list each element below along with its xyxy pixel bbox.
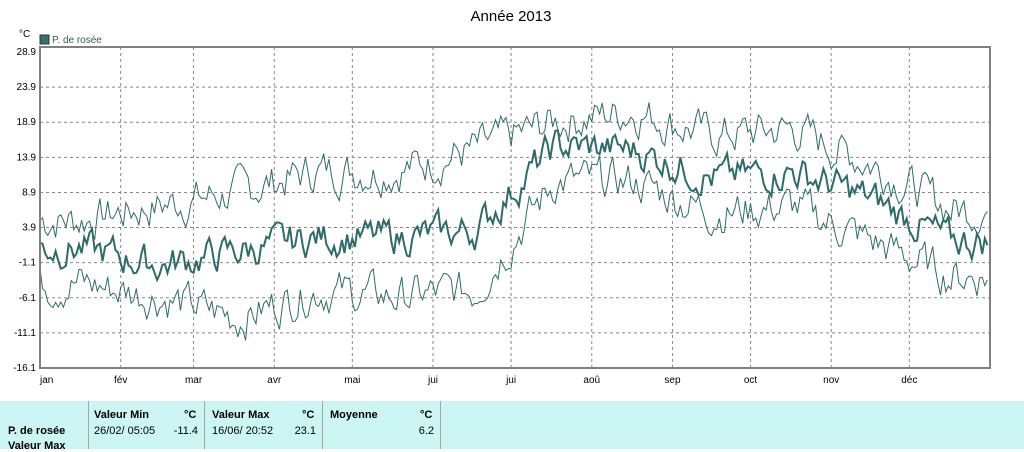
- y-tick-label: 8.9: [22, 187, 36, 198]
- y-tick-label: -11.1: [14, 328, 36, 339]
- x-tick-label: déc: [901, 375, 917, 386]
- max-header: Valeur Max: [212, 409, 270, 421]
- avg-unit: °C: [420, 409, 433, 421]
- x-tick-label: oct: [744, 375, 758, 386]
- x-tick-label: avr: [267, 375, 282, 386]
- mean-line: [39, 129, 989, 283]
- y-tick-label: 18.9: [17, 117, 37, 128]
- max-value: 23.1: [294, 425, 316, 437]
- x-tick-label: nov: [823, 375, 839, 386]
- x-tick-label: fév: [114, 375, 127, 386]
- y-tick-label: 3.9: [22, 223, 36, 234]
- stats-divider: [322, 401, 323, 449]
- series-lines: [39, 102, 989, 341]
- legend-swatch: [39, 34, 50, 45]
- min-line: [39, 155, 988, 341]
- max-line: [39, 102, 988, 240]
- x-tick-label: mai: [344, 375, 360, 386]
- x-tick-label: mar: [185, 375, 203, 386]
- grid: [40, 47, 990, 368]
- x-tick-label: aoû: [583, 375, 600, 386]
- y-tick-label: -6.1: [19, 293, 37, 304]
- y-tick-label: 28.9: [17, 47, 37, 58]
- legend-label: P. de rosée: [52, 35, 102, 46]
- x-axis-ticks: jan fév mar avr mai jui jui aoû sep oct nov déc: [39, 375, 917, 386]
- y-tick-label: 13.9: [17, 152, 37, 163]
- y-tick-label: 23.9: [17, 82, 37, 93]
- min-value: -11.4: [173, 425, 198, 437]
- min-datetime: 26/02/ 05:05: [94, 425, 156, 437]
- max-unit: °C: [302, 409, 315, 421]
- stats-divider: [440, 401, 441, 449]
- stats-divider: [88, 401, 89, 449]
- stats-series-label: P. de rosée: [8, 425, 66, 437]
- avg-header: Moyenne: [330, 409, 378, 421]
- x-tick-label: sep: [664, 375, 681, 386]
- min-header: Valeur Min: [94, 409, 150, 421]
- min-unit: °C: [184, 409, 197, 421]
- x-tick-label: jui: [427, 375, 438, 386]
- stats-series-label-2: Valeur Max: [8, 440, 66, 452]
- plot-frame: [39, 46, 991, 369]
- stats-divider: [204, 401, 205, 449]
- x-tick-label: jui: [505, 375, 516, 386]
- dew-point-chart: Année 2013 °C P. de rosée 28.9 23.9 18.9 13…: [13, 8, 991, 386]
- chart-title: Année 2013: [471, 8, 552, 25]
- x-tick-label: jan: [39, 375, 53, 386]
- stats-panel: P. de rosée Valeur Max Valeur Min °C 26/…: [0, 401, 1024, 452]
- y-tick-label: -16.1: [13, 363, 36, 374]
- y-axis-ticks: 28.9 23.9 18.9 13.9 8.9 3.9 -1.1 -6.1 -11.1 -16.1: [13, 47, 36, 374]
- avg-value: 6.2: [418, 425, 434, 437]
- y-tick-label: -1.1: [19, 258, 37, 269]
- unit-label: °C: [19, 29, 30, 40]
- max-datetime: 16/06/ 20:52: [212, 425, 274, 437]
